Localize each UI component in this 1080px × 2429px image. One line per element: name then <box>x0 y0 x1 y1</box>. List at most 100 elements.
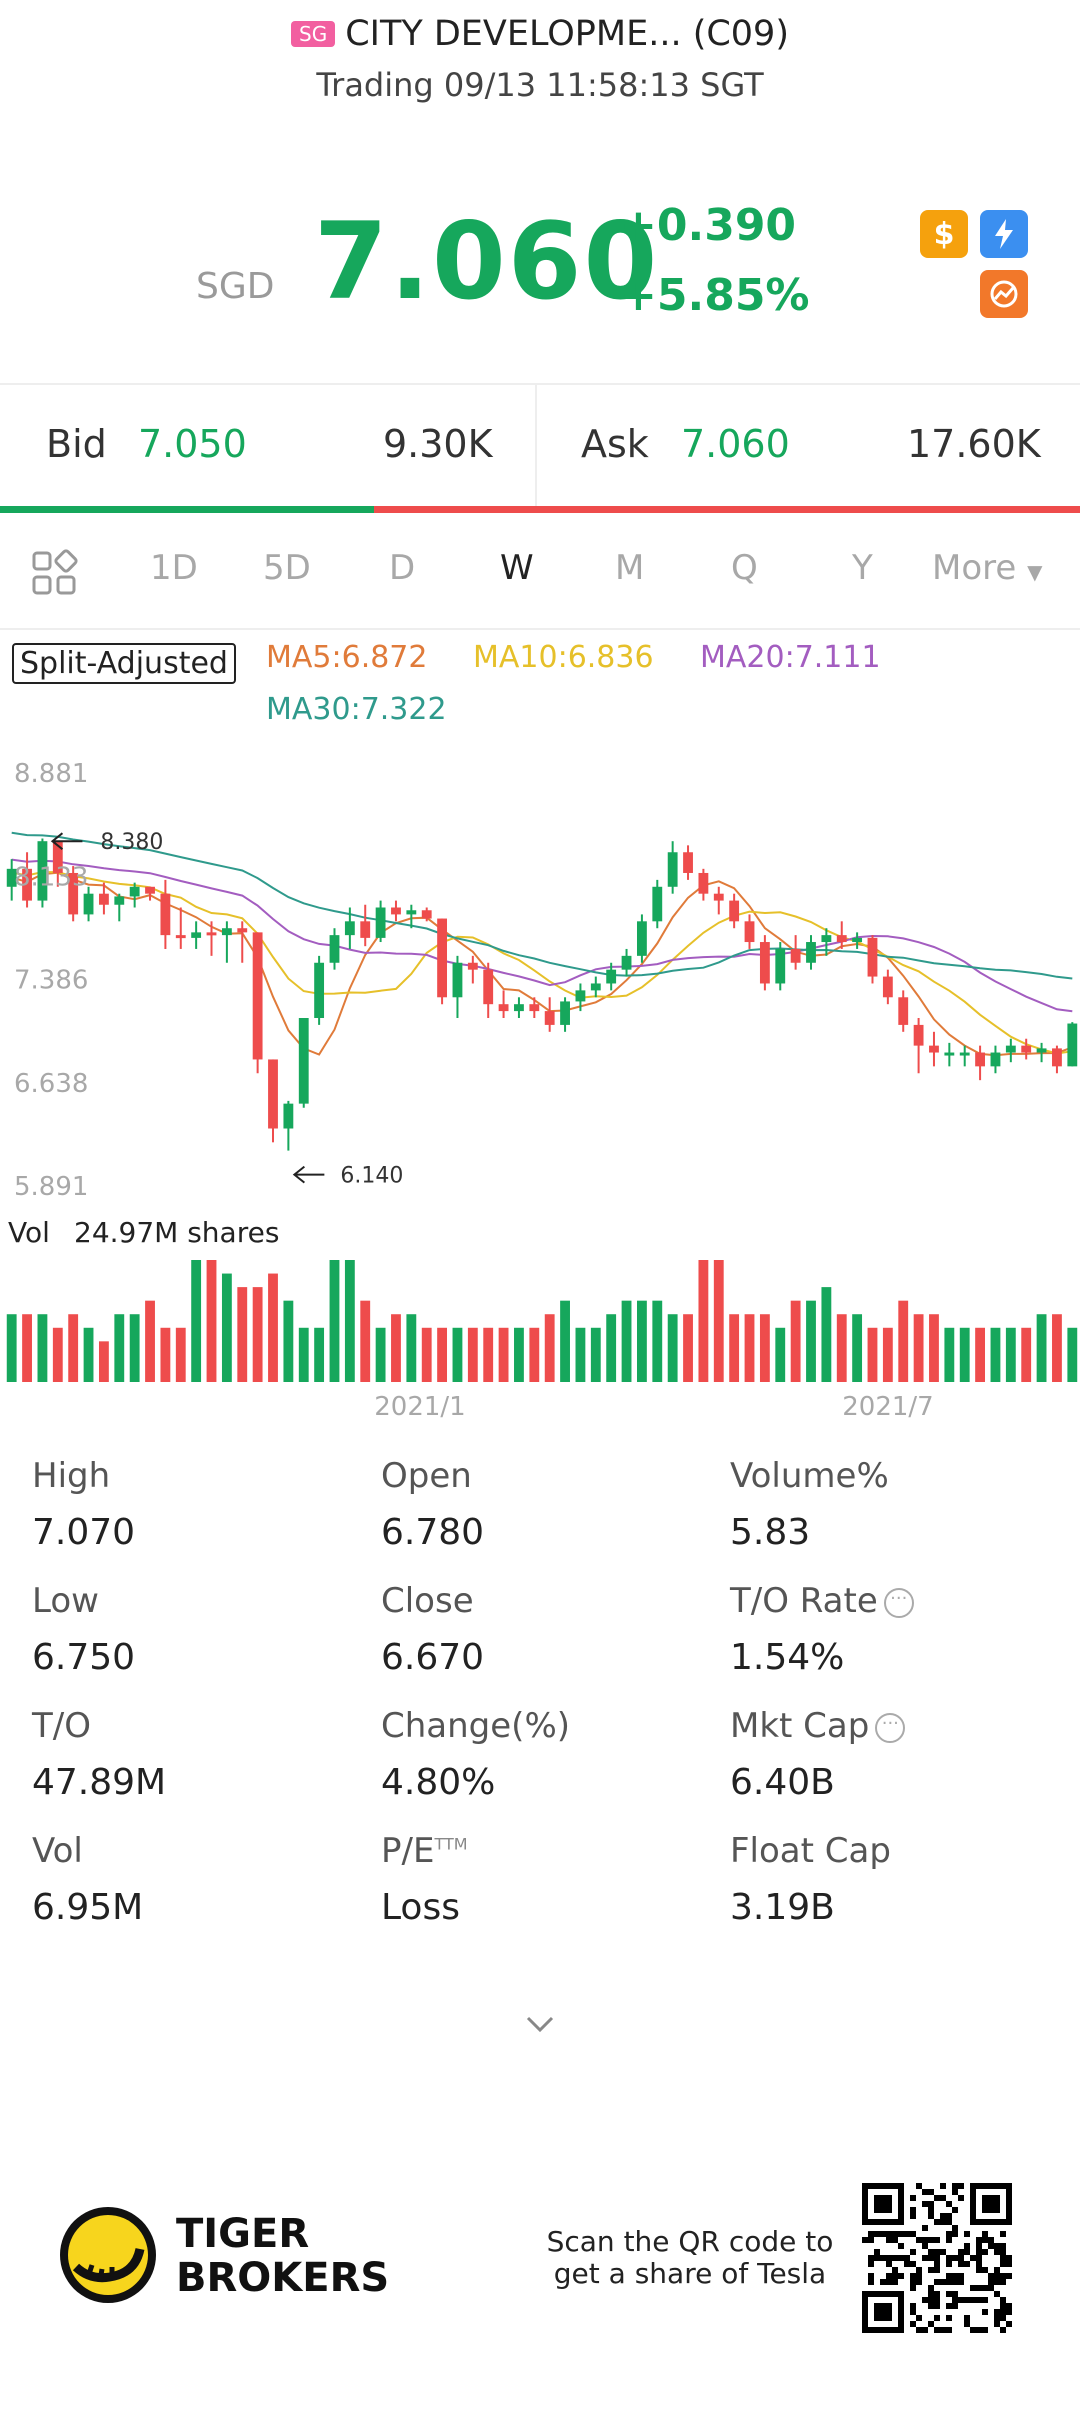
layout-grid-icon[interactable] <box>30 549 78 601</box>
qr-module <box>1000 2309 1006 2315</box>
candle-body <box>544 1011 555 1025</box>
brand-name: TIGER BROKERS <box>176 2212 389 2300</box>
qr-module <box>868 2261 874 2267</box>
qr-module <box>916 2315 922 2321</box>
qr-module <box>988 2285 994 2291</box>
volume-bar <box>898 1300 909 1382</box>
dollar-icon[interactable]: $ <box>920 210 968 258</box>
candle-body <box>206 932 217 936</box>
compare-icon[interactable] <box>980 270 1028 318</box>
info-icon[interactable]: ··· <box>883 1587 914 1618</box>
candle-body <box>729 900 740 922</box>
qr-module <box>928 2201 934 2207</box>
price-chart[interactable]: 8.881 8.133 7.386 6.638 5.891 8.380 6.140 Vol 24… <box>0 740 1080 1420</box>
candle-body <box>744 921 755 943</box>
qr-module <box>1000 2231 1006 2237</box>
tab-m[interactable]: M <box>615 548 645 588</box>
qr-module <box>934 2267 940 2273</box>
bid-label: Bid <box>46 422 107 466</box>
stat-value: 4.80% <box>381 1762 496 1803</box>
y-tick-label: 8.881 <box>14 759 88 789</box>
ma30-value: MA30:7.322 <box>266 692 447 727</box>
qr-module <box>934 2279 940 2285</box>
qr-module <box>952 2189 958 2195</box>
low-marker-label: 6.140 <box>340 1164 403 1189</box>
candle-body <box>713 893 724 901</box>
tab-y[interactable]: Y <box>852 548 873 588</box>
divider <box>0 628 1080 630</box>
qr-module <box>976 2297 982 2303</box>
candle-body <box>636 921 647 956</box>
qr-module <box>964 2261 970 2267</box>
qr-module <box>982 2231 988 2237</box>
bid-ask-divider <box>535 384 537 508</box>
ma5-value: MA5:6.872 <box>266 640 428 675</box>
qr-module <box>958 2297 964 2303</box>
qr-module <box>952 2297 958 2303</box>
volume-bar <box>221 1273 232 1382</box>
volume-bar <box>437 1327 448 1382</box>
qr-module <box>994 2243 1000 2249</box>
qr-module <box>952 2231 958 2237</box>
stat-value: 6.40B <box>730 1762 835 1803</box>
volume-bar <box>975 1327 986 1382</box>
volume-bar <box>375 1327 386 1382</box>
stat-label: High <box>32 1456 110 1496</box>
ma-line <box>11 871 1073 1057</box>
qr-module <box>898 2255 904 2261</box>
stock-title[interactable]: CITY DEVELOPME... (C09) <box>345 14 789 54</box>
qr-module <box>892 2279 898 2285</box>
flash-icon[interactable] <box>980 210 1028 258</box>
tab-5d[interactable]: 5D <box>263 548 311 588</box>
qr-module <box>928 2321 934 2327</box>
candle-body <box>391 907 401 915</box>
qr-module <box>868 2231 874 2237</box>
x-tick-label: 2021/7 <box>842 1392 933 1420</box>
qr-module <box>898 2243 904 2249</box>
qr-module <box>922 2243 928 2249</box>
qr-module <box>886 2261 892 2267</box>
qr-module <box>910 2261 916 2267</box>
tab-q[interactable]: Q <box>731 548 758 588</box>
candle-body <box>1067 1023 1078 1067</box>
info-icon[interactable]: ··· <box>875 1712 906 1743</box>
qr-module <box>982 2297 988 2303</box>
volume-bar <box>867 1327 878 1382</box>
qr-module <box>976 2237 982 2243</box>
qr-module <box>874 2231 880 2237</box>
qr-module <box>892 2231 898 2237</box>
qr-module <box>940 2213 946 2219</box>
volume-bar <box>344 1260 355 1382</box>
candle-body <box>1052 1048 1062 1067</box>
tab-1d[interactable]: 1D <box>150 548 198 588</box>
candle-body <box>913 1024 924 1046</box>
tab-more[interactable]: More ▼ <box>932 548 1043 588</box>
stat-label-text: Low <box>32 1581 99 1621</box>
qr-module <box>952 2273 958 2279</box>
qr-module <box>1000 2255 1006 2261</box>
qr-module <box>910 2321 916 2327</box>
expand-chevron-icon[interactable] <box>522 2012 558 2040</box>
candle-body <box>514 1004 524 1012</box>
qr-module <box>922 2189 928 2195</box>
stat-label-text: Close <box>381 1581 474 1621</box>
tab-d[interactable]: D <box>389 548 416 588</box>
qr-module <box>946 2255 952 2261</box>
qr-module <box>916 2327 922 2333</box>
candle-body <box>98 893 109 905</box>
stat-label: Mkt Cap ··· <box>730 1706 906 1746</box>
volume-bar <box>37 1314 48 1382</box>
volume-bar <box>652 1300 663 1382</box>
brand-line1: TIGER <box>176 2211 310 2257</box>
volume-bar <box>729 1314 740 1382</box>
x-tick-label: 2021/1 <box>374 1392 465 1420</box>
volume-bar <box>990 1327 1001 1382</box>
qr-module <box>964 2297 970 2303</box>
candle-body <box>483 969 494 1005</box>
qr-caption: Scan the QR code to get a share of Tesla <box>540 2226 840 2290</box>
tab-w[interactable]: W <box>500 548 534 588</box>
qr-module <box>946 2261 952 2267</box>
split-adjusted-toggle[interactable]: Split-Adjusted <box>12 643 236 684</box>
candle-body <box>145 886 155 894</box>
qr-module <box>892 2237 898 2243</box>
